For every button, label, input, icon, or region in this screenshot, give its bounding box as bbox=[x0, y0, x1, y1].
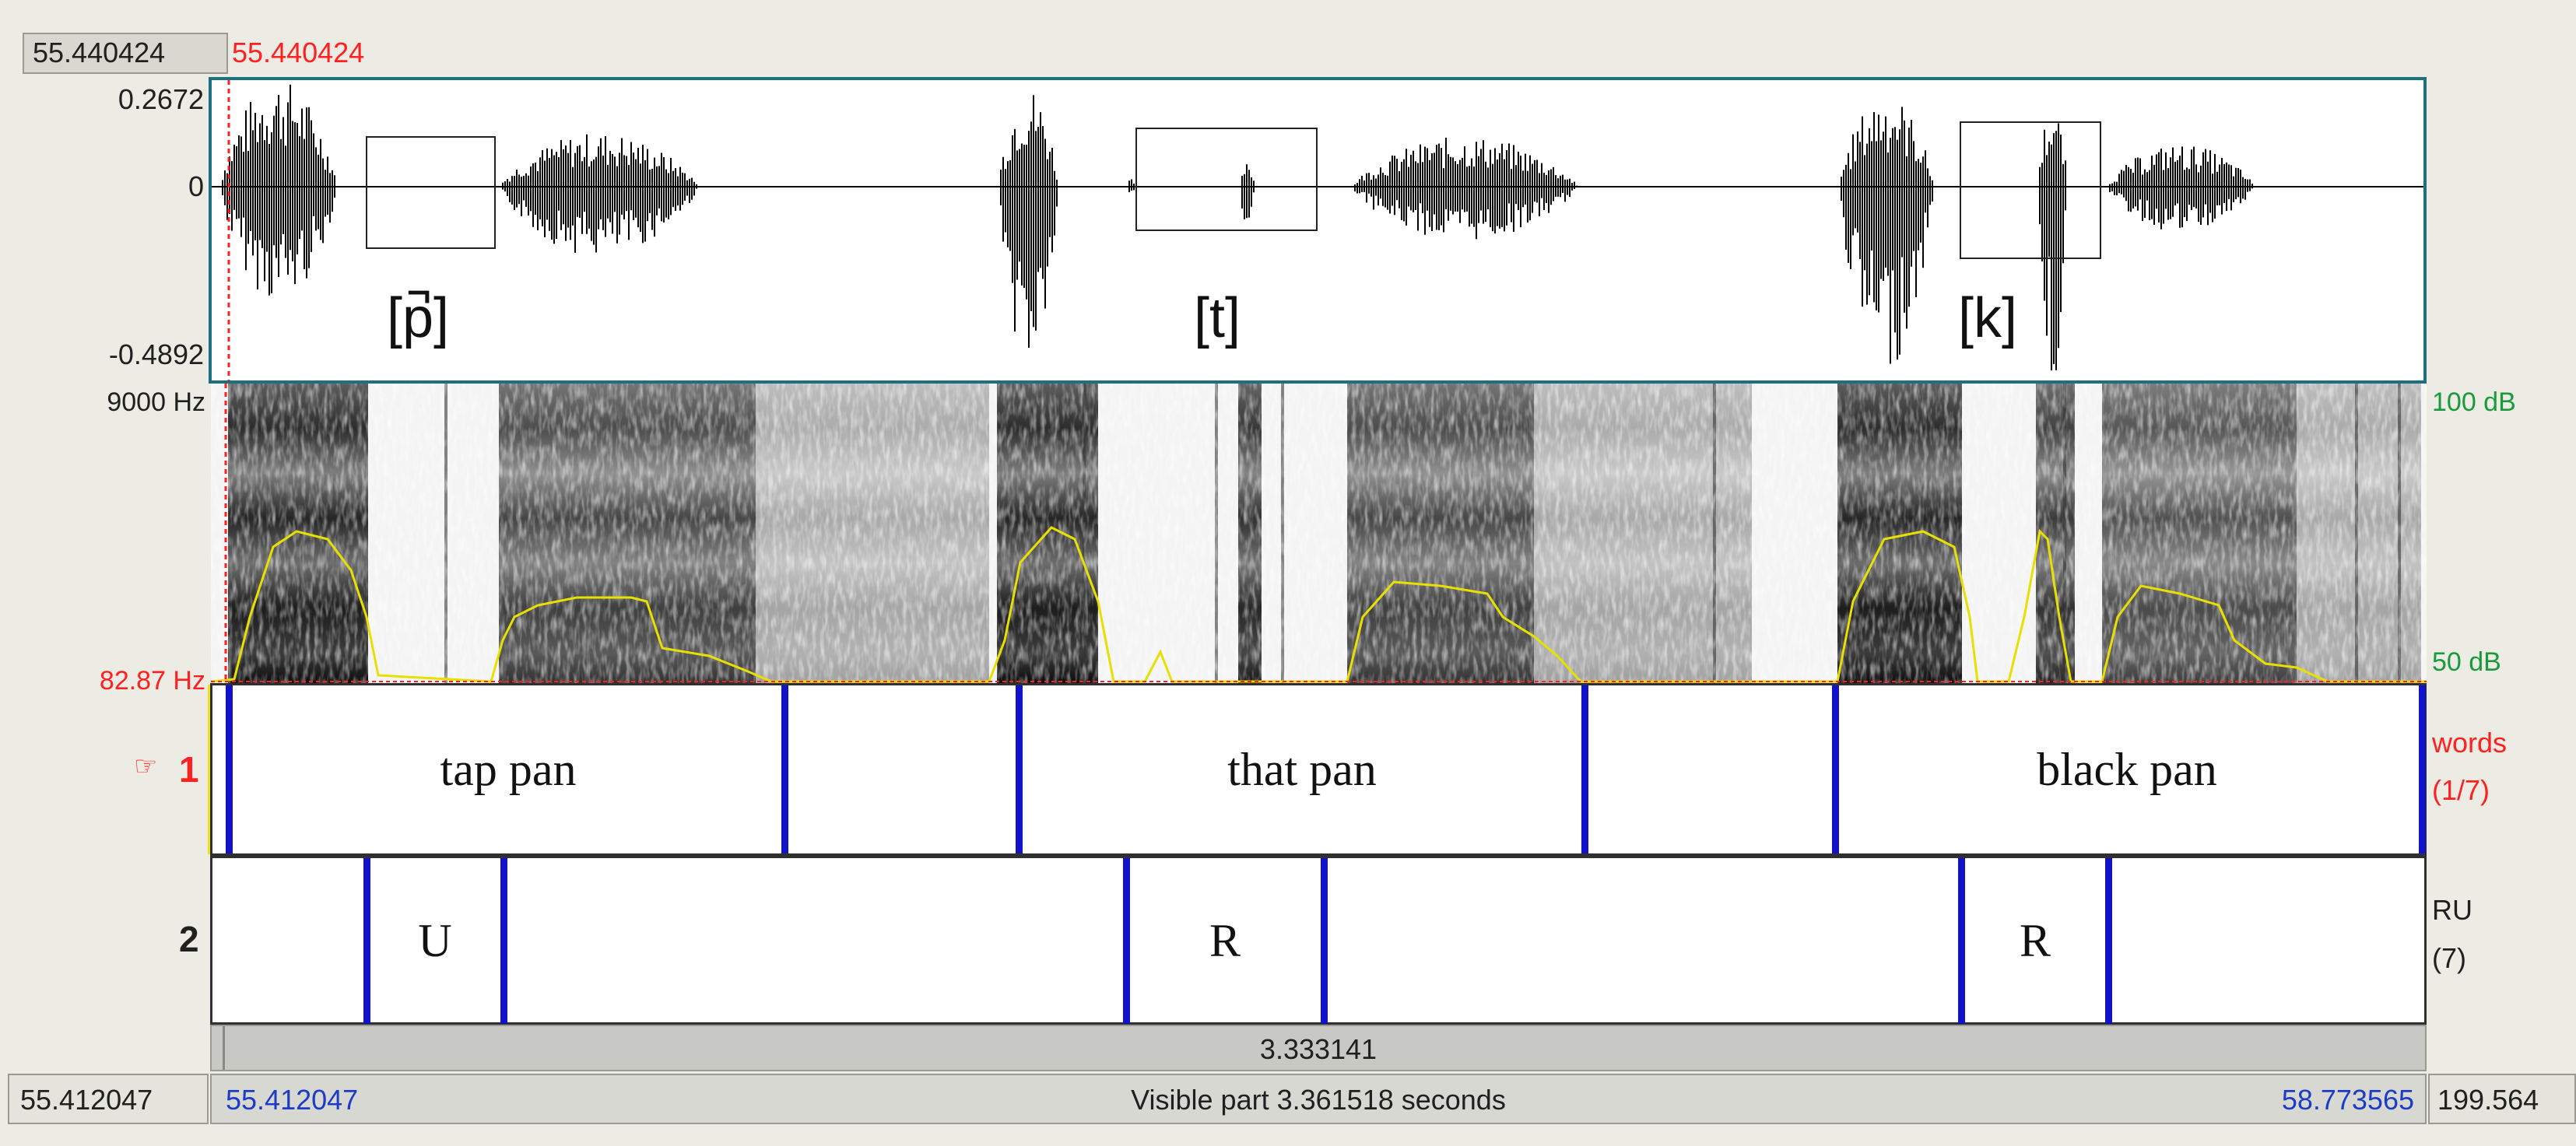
tier-number-1: 1 bbox=[179, 749, 199, 790]
total-end-time: 199.564 bbox=[2437, 1084, 2539, 1116]
visible-duration-label: Visible part 3.361518 seconds bbox=[1131, 1084, 1506, 1116]
visible-start-time: 55.412047 bbox=[226, 1084, 359, 1116]
annotation-p: [p̚] bbox=[387, 287, 449, 349]
cursor-time-box bbox=[23, 33, 228, 74]
tier-boundary[interactable] bbox=[500, 858, 507, 1024]
interval-text[interactable]: that pan bbox=[1227, 744, 1377, 795]
total-start-box[interactable]: 55.412047 bbox=[8, 1074, 209, 1124]
visible-duration-bar[interactable]: 55.412047 Visible part 3.361518 seconds … bbox=[210, 1074, 2427, 1124]
tier-boundary[interactable] bbox=[1832, 685, 1839, 853]
waveform[interactable]: [p̚] [t] [k] bbox=[212, 80, 2423, 380]
total-end-box[interactable]: 199.564 bbox=[2428, 1074, 2576, 1124]
tier-boundary[interactable] bbox=[1958, 858, 1965, 1024]
tier-words[interactable]: tap pan that pan black pan bbox=[210, 683, 2427, 856]
tier-boundary[interactable] bbox=[1581, 685, 1588, 853]
tier-boundary[interactable] bbox=[2419, 685, 2426, 853]
cursor-time-left: 55.440424 bbox=[33, 37, 166, 68]
selection-duration: 3.333141 bbox=[1259, 1033, 1377, 1065]
tier-count-ru: (7) bbox=[2432, 942, 2466, 974]
total-start-time: 55.412047 bbox=[20, 1084, 153, 1116]
annotation-k: [k] bbox=[1958, 287, 2017, 349]
interval-text[interactable]: tap pan bbox=[440, 744, 577, 795]
amplitude-min-label: -0.4892 bbox=[108, 338, 204, 370]
visible-end-time: 58.773565 bbox=[2281, 1084, 2414, 1116]
bar-divider bbox=[223, 1026, 225, 1070]
interval-text[interactable]: U bbox=[418, 915, 452, 966]
interval-text[interactable]: R bbox=[1209, 915, 1241, 966]
spectrogram[interactable] bbox=[211, 384, 2427, 683]
interval-text[interactable]: R bbox=[2019, 915, 2051, 966]
selection-duration-bar[interactable]: 3.333141 bbox=[210, 1025, 2427, 1071]
tier-number-2: 2 bbox=[179, 919, 199, 959]
tier-name-ru: RU bbox=[2432, 894, 2472, 926]
closure-box-t bbox=[1135, 128, 1318, 231]
tier-boundary[interactable] bbox=[363, 858, 370, 1024]
closure-box-k bbox=[1960, 121, 2101, 259]
intensity-max-label: 100 dB bbox=[2432, 387, 2516, 417]
tier-boundary[interactable] bbox=[226, 685, 233, 853]
tier-boundary[interactable] bbox=[2105, 858, 2112, 1024]
interval-text[interactable]: black pan bbox=[2037, 744, 2217, 795]
frequency-min-label: 82.87 Hz bbox=[99, 666, 205, 696]
intensity-curve bbox=[211, 526, 2427, 683]
pointing-hand-icon: ☞ bbox=[134, 752, 158, 781]
tier-boundary[interactable] bbox=[1321, 858, 1328, 1024]
amplitude-zero-label: 0 bbox=[188, 170, 204, 202]
annotation-t: [t] bbox=[1194, 287, 1241, 349]
tier-count-words: (1/7) bbox=[2432, 774, 2490, 806]
tier-boundary[interactable] bbox=[781, 685, 788, 853]
intensity-min-label: 50 dB bbox=[2432, 647, 2501, 677]
cursor-time-right: 55.440424 bbox=[232, 37, 365, 68]
tier-ru[interactable]: U R R bbox=[210, 856, 2427, 1025]
amplitude-max-label: 0.2672 bbox=[118, 83, 204, 115]
tier-boundary[interactable] bbox=[1123, 858, 1130, 1024]
tier-boundary[interactable] bbox=[1016, 685, 1023, 853]
frequency-max-label: 9000 Hz bbox=[107, 387, 205, 417]
tier-name-words: words bbox=[2432, 727, 2508, 759]
closure-box-p bbox=[366, 136, 496, 249]
